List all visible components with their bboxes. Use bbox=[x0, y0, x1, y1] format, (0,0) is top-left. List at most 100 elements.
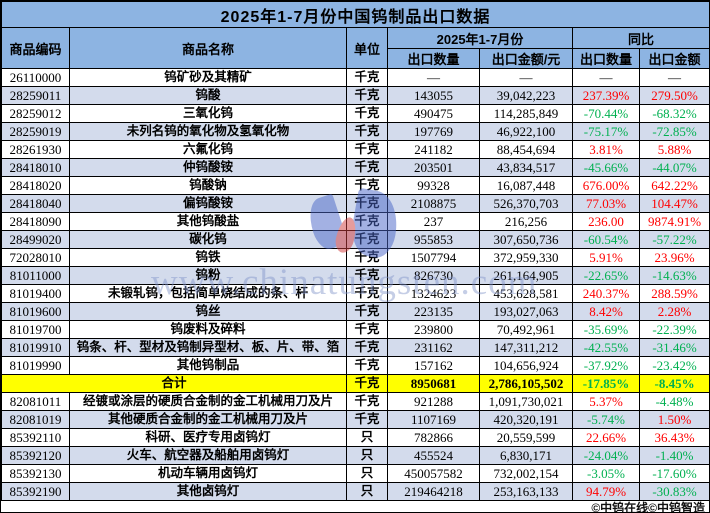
yoy-qty-cell: -42.55% bbox=[572, 338, 640, 357]
yoy-qty-cell: 676.00% bbox=[572, 176, 640, 195]
amount-cell: 88,454,694 bbox=[479, 140, 573, 159]
yoy-qty-cell: -35.69% bbox=[572, 320, 640, 339]
amount-cell: 261,164,905 bbox=[479, 266, 573, 285]
total-name-cell: 合计 bbox=[1, 374, 347, 393]
name-cell: 仲钨酸铵 bbox=[69, 158, 347, 177]
qty-cell: 157162 bbox=[387, 356, 480, 375]
table-row: 28259011 钨酸 千克 143055 39,042,223 237.39% 279.5… bbox=[1, 86, 709, 105]
unit-cell: 只 bbox=[346, 446, 388, 465]
yoy-amount-cell: -68.32% bbox=[638, 104, 709, 123]
yoy-amount-cell: -14.63% bbox=[638, 266, 709, 285]
qty-cell: — bbox=[387, 68, 480, 87]
table-row: 81019990 其他钨制品 千克 157162 104,656,924 -37.92% -… bbox=[1, 356, 709, 375]
yoy-qty-cell: -70.44% bbox=[572, 104, 640, 123]
name-cell: 未锻轧钨，包括简单烧结成的条、杆 bbox=[69, 284, 347, 303]
amount-cell: 70,492,961 bbox=[479, 320, 573, 339]
table-row: 81019400 未锻轧钨，包括简单烧结成的条、杆 千克 1324623 453,628… bbox=[1, 284, 709, 303]
yoy-amount-cell: 2.28% bbox=[638, 302, 709, 321]
yoy-amount-cell: 279.50% bbox=[638, 86, 709, 105]
table-row: 28418040 偏钨酸铵 千克 2108875 526,370,703 77.03% 10… bbox=[1, 194, 709, 213]
total-amount-cell: 2,786,105,502 bbox=[479, 374, 573, 393]
col-header-export-amount: 出口金额/元 bbox=[479, 48, 573, 69]
yoy-qty-cell: 240.37% bbox=[572, 284, 640, 303]
qty-cell: 223135 bbox=[387, 302, 480, 321]
name-cell: 其他卤钨灯 bbox=[69, 482, 347, 501]
table-row: 28418090 其他钨酸盐 千克 237 216,256 236.00 9874.91% bbox=[1, 212, 709, 231]
unit-cell: 只 bbox=[346, 482, 388, 501]
name-cell: 其他硬质合金制的金工机械用刀及片 bbox=[69, 410, 347, 429]
unit-cell: 千克 bbox=[346, 194, 388, 213]
total-qty-cell: 8950681 bbox=[387, 374, 480, 393]
unit-cell: 千克 bbox=[346, 176, 388, 195]
unit-cell: 千克 bbox=[346, 302, 388, 321]
amount-cell: 1,091,730,021 bbox=[479, 392, 573, 411]
code-cell: 81019910 bbox=[1, 338, 70, 357]
code-cell: 72028010 bbox=[1, 248, 70, 267]
amount-cell: 147,311,212 bbox=[479, 338, 573, 357]
table-row: 26110000 钨矿砂及其精矿 千克 — — — — bbox=[1, 68, 709, 87]
table-row: 81019910 钨条、杆、型材及钨制异型材、板、片、带、箔 千克 231162 147… bbox=[1, 338, 709, 357]
amount-cell: 114,285,849 bbox=[479, 104, 573, 123]
unit-cell: 只 bbox=[346, 464, 388, 483]
code-cell: 85392110 bbox=[1, 428, 70, 447]
total-yoy-amount-cell: -8.45% bbox=[638, 374, 709, 393]
name-cell: 其他钨制品 bbox=[69, 356, 347, 375]
qty-cell: 955853 bbox=[387, 230, 480, 249]
qty-cell: 826730 bbox=[387, 266, 480, 285]
col-header-product-name: 商品名称 bbox=[69, 27, 347, 69]
yoy-amount-cell: -30.83% bbox=[638, 482, 709, 501]
name-cell: 碳化钨 bbox=[69, 230, 347, 249]
yoy-amount-cell: -17.60% bbox=[638, 464, 709, 483]
qty-cell: 1507794 bbox=[387, 248, 480, 267]
code-cell: 28418090 bbox=[1, 212, 70, 231]
amount-cell: 46,922,100 bbox=[479, 122, 573, 141]
amount-cell: 20,559,599 bbox=[479, 428, 573, 447]
qty-cell: 203501 bbox=[387, 158, 480, 177]
yoy-qty-cell: -60.54% bbox=[572, 230, 640, 249]
yoy-qty-cell: 237.39% bbox=[572, 86, 640, 105]
col-header-unit: 单位 bbox=[346, 27, 388, 69]
name-cell: 六氟化钨 bbox=[69, 140, 347, 159]
table-row: 72028010 钨铁 千克 1507794 372,959,330 5.91% 23.96… bbox=[1, 248, 709, 267]
yoy-amount-cell: — bbox=[638, 68, 709, 87]
amount-cell: 307,650,736 bbox=[479, 230, 573, 249]
yoy-qty-cell: -5.74% bbox=[572, 410, 640, 429]
qty-cell: 455524 bbox=[387, 446, 480, 465]
name-cell: 钨粉 bbox=[69, 266, 347, 285]
unit-cell: 千克 bbox=[346, 86, 388, 105]
code-cell: 28418020 bbox=[1, 176, 70, 195]
table-row: 85392130 机动车辆用卤钨灯只 450057582 732,002,154 -3.… bbox=[1, 464, 709, 483]
code-cell: 85392190 bbox=[1, 482, 70, 501]
code-cell: 81019700 bbox=[1, 320, 70, 339]
name-cell: 科研、医疗专用卤钨灯 bbox=[69, 428, 347, 447]
name-cell: 钨酸 bbox=[69, 86, 347, 105]
table-row: 81019700 钨废料及碎料 千克 239800 70,492,961 -35.69% -… bbox=[1, 320, 709, 339]
table-row: 28418020 钨酸钠 千克 99328 16,087,448 676.00% 642.2… bbox=[1, 176, 709, 195]
yoy-qty-cell: — bbox=[572, 68, 640, 87]
qty-cell: 237 bbox=[387, 212, 480, 231]
name-cell: 钨矿砂及其精矿 bbox=[69, 68, 347, 87]
amount-cell: 16,087,448 bbox=[479, 176, 573, 195]
unit-cell: 千克 bbox=[346, 338, 388, 357]
name-cell: 机动车辆用卤钨灯 bbox=[69, 464, 347, 483]
unit-cell: 千克 bbox=[346, 122, 388, 141]
yoy-amount-cell: -44.07% bbox=[638, 158, 709, 177]
yoy-amount-cell: -23.42% bbox=[638, 356, 709, 375]
name-cell: 三氧化钨 bbox=[69, 104, 347, 123]
name-cell: 偏钨酸铵 bbox=[69, 194, 347, 213]
amount-cell: 104,656,924 bbox=[479, 356, 573, 375]
code-cell: 85392130 bbox=[1, 464, 70, 483]
yoy-amount-cell: -4.48% bbox=[638, 392, 709, 411]
name-cell: 火车、航空器及船舶用卤钨灯 bbox=[69, 446, 347, 465]
unit-cell: 千克 bbox=[346, 392, 388, 411]
table-title: 2025年1-7月份中国钨制品出口数据 bbox=[1, 1, 709, 28]
code-cell: 82081019 bbox=[1, 410, 70, 429]
qty-cell: 921288 bbox=[387, 392, 480, 411]
yoy-qty-cell: -22.65% bbox=[572, 266, 640, 285]
yoy-qty-cell: 94.79% bbox=[572, 482, 640, 501]
code-cell: 28259019 bbox=[1, 122, 70, 141]
code-cell: 28418010 bbox=[1, 158, 70, 177]
col-group-yoy: 同比 bbox=[571, 27, 709, 49]
qty-cell: 1324623 bbox=[387, 284, 480, 303]
unit-cell: 千克 bbox=[346, 248, 388, 267]
